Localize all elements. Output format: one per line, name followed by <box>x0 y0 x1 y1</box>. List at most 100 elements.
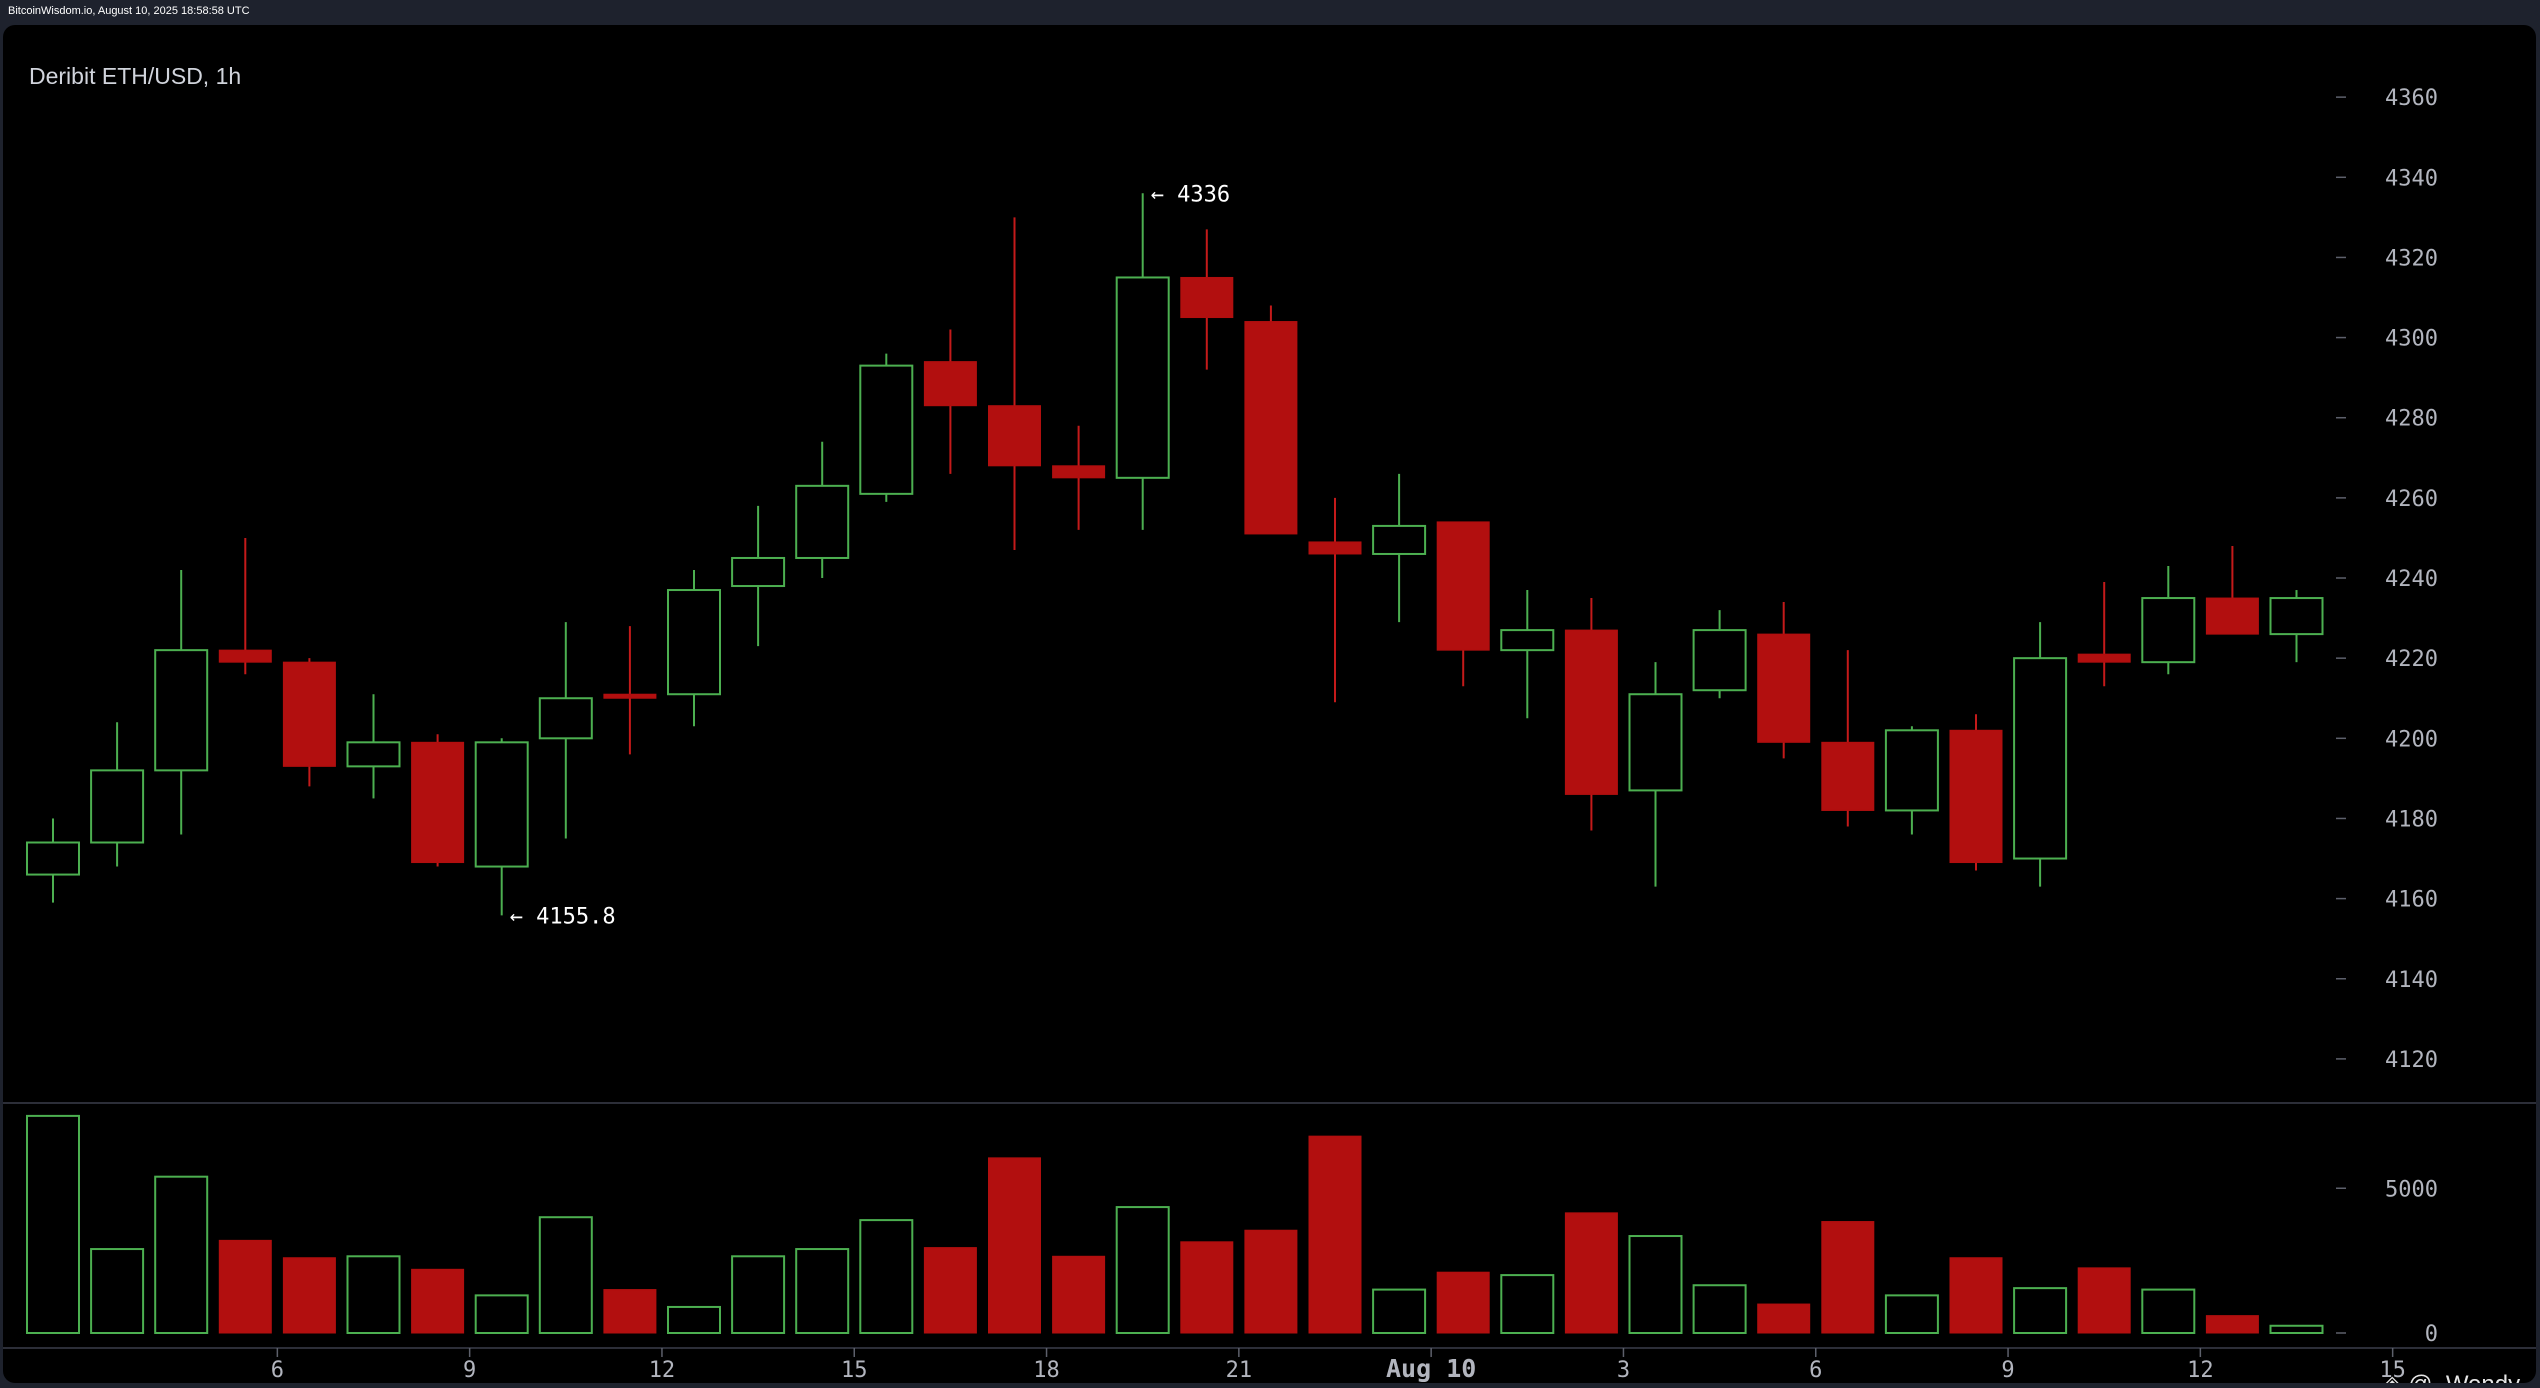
candle-body <box>1884 729 1939 812</box>
y-tick-label: 4160 <box>2385 888 2438 913</box>
y-tick-label: 4300 <box>2385 327 2438 352</box>
volume-bar <box>1052 1255 1106 1334</box>
volume-bar <box>667 1305 721 1335</box>
volume-bar <box>1884 1294 1939 1334</box>
candle-body <box>154 649 209 772</box>
y-tick-label: 4180 <box>2385 807 2438 832</box>
candle-body <box>90 769 145 844</box>
volume-bar <box>26 1114 80 1335</box>
timestamp-label: BitcoinWisdom.io, August 10, 2025 18:58:… <box>8 5 250 17</box>
candle-body <box>603 693 657 699</box>
candle-body <box>1949 729 2003 864</box>
candle-body <box>859 364 914 495</box>
x-tick-label: 15 <box>841 1358 868 1383</box>
volume-bar <box>1821 1221 1875 1334</box>
volume-bar <box>988 1157 1041 1334</box>
y-tick-label: 4200 <box>2385 727 2438 752</box>
candle-body <box>731 556 786 588</box>
y-tick-label: 4280 <box>2385 407 2438 432</box>
y-tick-label: 4140 <box>2385 968 2438 993</box>
volume-bar <box>474 1294 529 1334</box>
top-bar: BitcoinWisdom.io, August 10, 2025 18:58:… <box>0 0 2540 26</box>
x-tick-label: 12 <box>649 1358 676 1383</box>
y-tick-label: 4340 <box>2385 166 2438 191</box>
volume-bar <box>1949 1257 2003 1334</box>
x-tick-label: Aug 10 <box>1386 1354 1476 1383</box>
volume-bar <box>859 1219 914 1334</box>
price-annotation: ← 4336 <box>1151 182 1230 207</box>
volume-bar <box>346 1255 401 1334</box>
candle-body <box>795 484 850 559</box>
price-volume-chart[interactable]: 4120 4140 4160 4180 4200 4220 4240 4260 4280 4300… <box>3 25 2536 1383</box>
volume-bar <box>2205 1315 2259 1334</box>
x-tick-label: 9 <box>2001 1358 2014 1383</box>
volume-bar <box>538 1216 593 1335</box>
candle-body <box>411 741 465 864</box>
volume-bar <box>923 1247 977 1334</box>
volume-bar <box>411 1268 465 1334</box>
volume-bar <box>2269 1324 2324 1335</box>
candle-body <box>538 697 593 740</box>
volume-bar <box>603 1289 657 1334</box>
volume-bar <box>1372 1288 1427 1335</box>
candle-body <box>1757 633 1811 743</box>
volume-bar <box>1692 1284 1747 1334</box>
volume-bar <box>1757 1303 1811 1334</box>
x-tick-label: 6 <box>1809 1358 1822 1383</box>
candle-body <box>1500 629 1555 652</box>
candle-body <box>2013 657 2068 860</box>
y-tick-label: 4360 <box>2385 86 2438 111</box>
volume-bar <box>1436 1271 1490 1334</box>
x-tick-label: 21 <box>1226 1358 1253 1383</box>
candle-body <box>1692 629 1747 692</box>
volume-bar <box>1500 1274 1555 1334</box>
candle-body <box>282 661 336 767</box>
candle-body <box>988 405 1041 467</box>
candle-body <box>346 741 401 768</box>
candle-body <box>218 649 272 663</box>
volume-bar <box>90 1248 145 1334</box>
candle-body <box>2205 597 2259 635</box>
candle-body <box>1244 321 1298 535</box>
x-tick-label: 6 <box>271 1358 284 1383</box>
volume-bar <box>1308 1135 1362 1334</box>
volume-bar <box>1180 1241 1234 1334</box>
chart-title: Deribit ETH/USD, 1h <box>29 63 242 89</box>
watermark: ◈ @_Wendy <box>2383 1370 2520 1383</box>
volume-bar <box>731 1255 786 1334</box>
candle-body <box>474 741 529 868</box>
volume-bar <box>1628 1235 1683 1335</box>
y-tick-label: 4320 <box>2385 246 2438 271</box>
y-tick-label: 4240 <box>2385 567 2438 592</box>
price-annotation: ← 4155.8 <box>510 904 616 929</box>
volume-bar <box>218 1239 272 1334</box>
candle-body <box>1180 276 1234 319</box>
volume-bar <box>282 1257 336 1334</box>
y-tick-label: 4260 <box>2385 487 2438 512</box>
candle-body <box>1564 629 1618 795</box>
volume-y-tick-label: 0 <box>2425 1322 2438 1347</box>
volume-bar <box>1564 1212 1618 1334</box>
candle-body <box>2269 597 2324 636</box>
volume-bar <box>2077 1267 2131 1334</box>
candle-body <box>1628 693 1683 792</box>
x-tick-label: 18 <box>1033 1358 1060 1383</box>
candle-body <box>923 361 977 407</box>
volume-bar <box>154 1175 209 1334</box>
volume-bar <box>1244 1229 1298 1334</box>
candle-body <box>1821 741 1875 811</box>
volume-bar <box>2013 1287 2068 1335</box>
volume-y-tick-label: 5000 <box>2385 1177 2438 1202</box>
candle-body <box>1052 465 1106 479</box>
candle-body <box>1308 541 1362 555</box>
y-tick-label: 4220 <box>2385 647 2438 672</box>
candle-body <box>2141 597 2196 664</box>
x-tick-label: 9 <box>463 1358 476 1383</box>
candle-body <box>1436 521 1490 651</box>
candle-body <box>2077 653 2131 663</box>
volume-bar <box>1115 1206 1170 1335</box>
x-tick-label: 15 <box>2379 1358 2406 1383</box>
y-tick-label: 4120 <box>2385 1048 2438 1073</box>
candle-body <box>26 841 80 876</box>
candle-body <box>667 589 721 696</box>
